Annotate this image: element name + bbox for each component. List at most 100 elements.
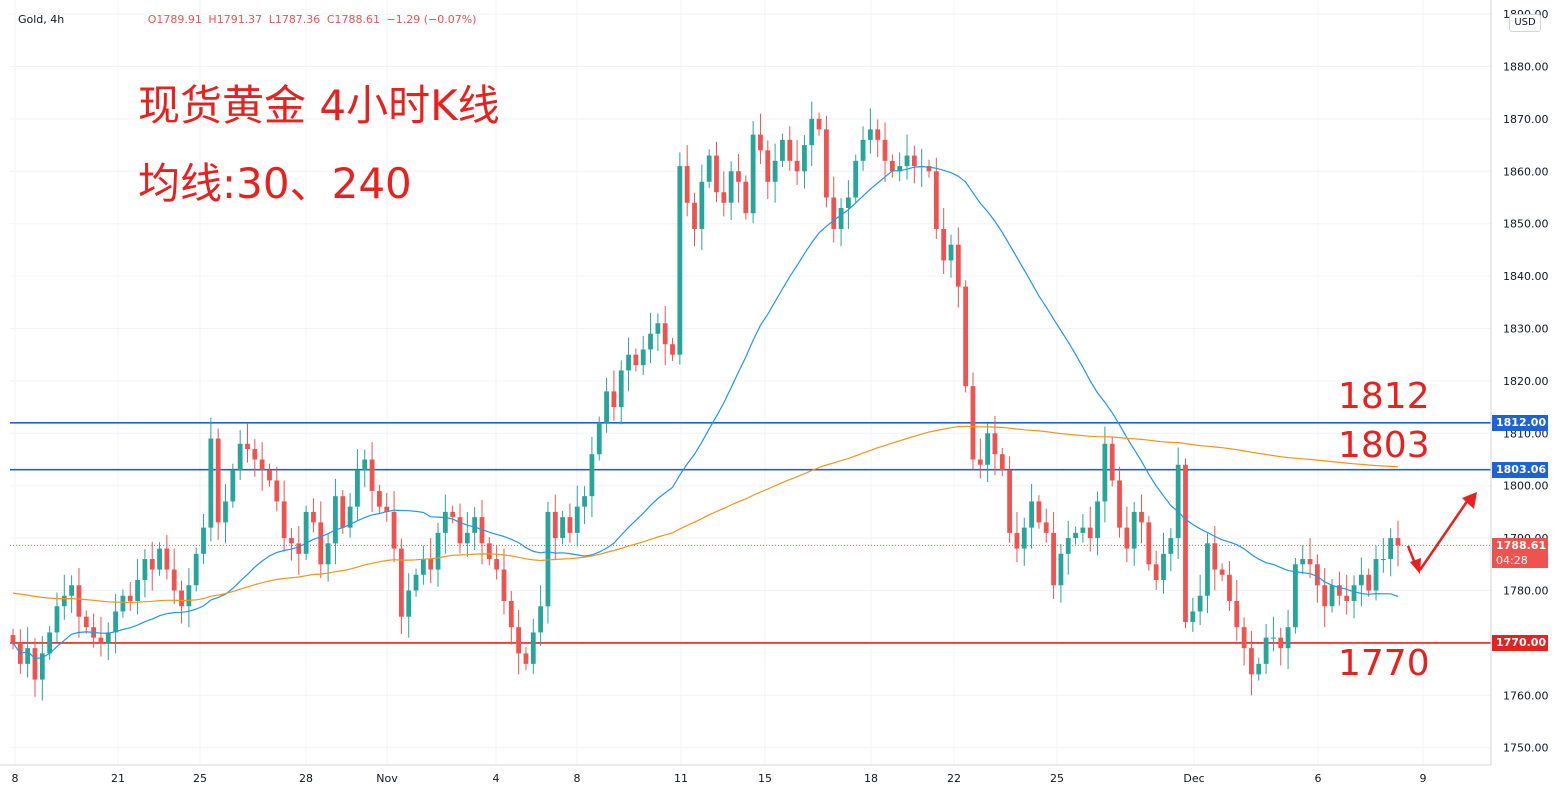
candle-body xyxy=(157,548,162,570)
candle-body xyxy=(1344,595,1350,601)
time-tick-label: 22 xyxy=(947,772,961,785)
candle-body xyxy=(765,150,771,182)
candle-body xyxy=(831,197,837,229)
candle-body xyxy=(1139,511,1144,523)
time-tick-label: 11 xyxy=(674,772,688,785)
candle-body xyxy=(721,192,727,203)
candle-body xyxy=(530,632,536,664)
candles-group xyxy=(10,101,1401,701)
candle-body xyxy=(303,511,309,554)
candle-body xyxy=(1175,464,1181,539)
moving-averages xyxy=(12,165,1399,660)
price-tick-label: 1860.00 xyxy=(1503,165,1549,178)
candle-body xyxy=(1293,564,1298,628)
candle-body xyxy=(120,595,126,612)
candle-body xyxy=(1307,559,1313,565)
candle-body xyxy=(1153,564,1159,581)
candle-body xyxy=(552,511,558,539)
candle-body xyxy=(1073,532,1078,539)
candle-body xyxy=(377,490,382,507)
legend-open: O1789.91 xyxy=(147,13,202,26)
time-tick-label: 28 xyxy=(299,772,313,785)
candle-body xyxy=(325,543,331,565)
price-tick-label: 1880.00 xyxy=(1503,61,1549,74)
candle-body xyxy=(259,459,265,470)
candle-body xyxy=(1065,538,1071,554)
candle-body xyxy=(486,543,492,560)
candle-body xyxy=(626,354,631,371)
candle-body xyxy=(977,459,983,465)
candle-body xyxy=(171,569,177,591)
candle-body xyxy=(1219,569,1225,575)
candle-body xyxy=(1029,501,1034,528)
price-tag-1812: 1812.00 xyxy=(1492,415,1548,431)
candle-body xyxy=(772,160,778,182)
candle-body xyxy=(1043,522,1049,533)
time-axis[interactable]: 8 21 25 28 Nov 4 8 11 15 18 22 25 Dec 6 9 xyxy=(0,764,1491,785)
candle-body xyxy=(442,511,448,533)
candle-body xyxy=(1183,464,1188,622)
candle-body xyxy=(662,323,668,345)
candle-body xyxy=(516,627,522,654)
candle-body xyxy=(435,532,441,570)
candle-body xyxy=(750,134,756,214)
time-tick-label: 8 xyxy=(574,772,581,785)
price-tick-label: 1800.00 xyxy=(1503,480,1549,493)
candle-body xyxy=(860,139,866,161)
up-arrow-head xyxy=(1462,492,1477,509)
candle-body xyxy=(149,559,155,570)
grid-lines xyxy=(10,0,1491,765)
candle-body xyxy=(684,166,690,203)
candle-body xyxy=(54,606,60,633)
legend-change: −1.29 (−0.07%) xyxy=(386,13,477,26)
price-tick-label: 1750.00 xyxy=(1503,742,1549,755)
currency-label[interactable]: USD xyxy=(1509,14,1541,32)
candle-body xyxy=(802,145,807,172)
candle-body xyxy=(1380,559,1386,561)
candle-body xyxy=(25,648,31,664)
candle-body xyxy=(736,171,741,182)
candle-body xyxy=(142,559,148,581)
candle-body xyxy=(589,454,595,497)
candle-body xyxy=(355,469,360,507)
candle-body xyxy=(135,580,140,601)
candle-body xyxy=(538,606,544,633)
time-tick-label: 4 xyxy=(493,772,500,785)
candle-body xyxy=(391,511,397,549)
time-tick-label: 6 xyxy=(1315,772,1322,785)
candle-body xyxy=(1080,527,1086,533)
candle-body xyxy=(889,160,895,172)
candle-body xyxy=(523,653,529,664)
candle-body xyxy=(1271,637,1276,639)
legend-high: H1791.37 xyxy=(208,13,263,26)
level-label-1803: 1803 xyxy=(1338,425,1430,466)
legend-low: L1787.36 xyxy=(268,13,321,26)
candle-body xyxy=(904,155,910,167)
time-tick-label: 25 xyxy=(1050,772,1064,785)
candle-body xyxy=(963,286,969,387)
candle-body xyxy=(1197,595,1203,612)
price-tick-label: 1840.00 xyxy=(1503,270,1549,283)
candle-body xyxy=(1300,559,1306,565)
candle-body xyxy=(384,506,390,512)
candle-body xyxy=(699,181,705,229)
candle-body xyxy=(706,155,712,182)
candle-body xyxy=(237,443,243,470)
candle-body xyxy=(1146,522,1152,565)
candle-body xyxy=(582,496,587,507)
price-tick-label: 1760.00 xyxy=(1503,689,1549,702)
candle-body xyxy=(1314,564,1320,586)
candle-body xyxy=(845,197,851,208)
candle-body xyxy=(179,590,184,607)
candle-body xyxy=(311,511,316,523)
candle-body xyxy=(1007,469,1013,533)
candle-body xyxy=(98,637,104,643)
candle-body xyxy=(501,569,507,601)
candle-body xyxy=(780,139,785,161)
candle-body xyxy=(347,506,353,528)
candle-body xyxy=(223,501,228,523)
candle-body xyxy=(193,553,199,586)
legend-close: C1788.61 xyxy=(326,13,380,26)
